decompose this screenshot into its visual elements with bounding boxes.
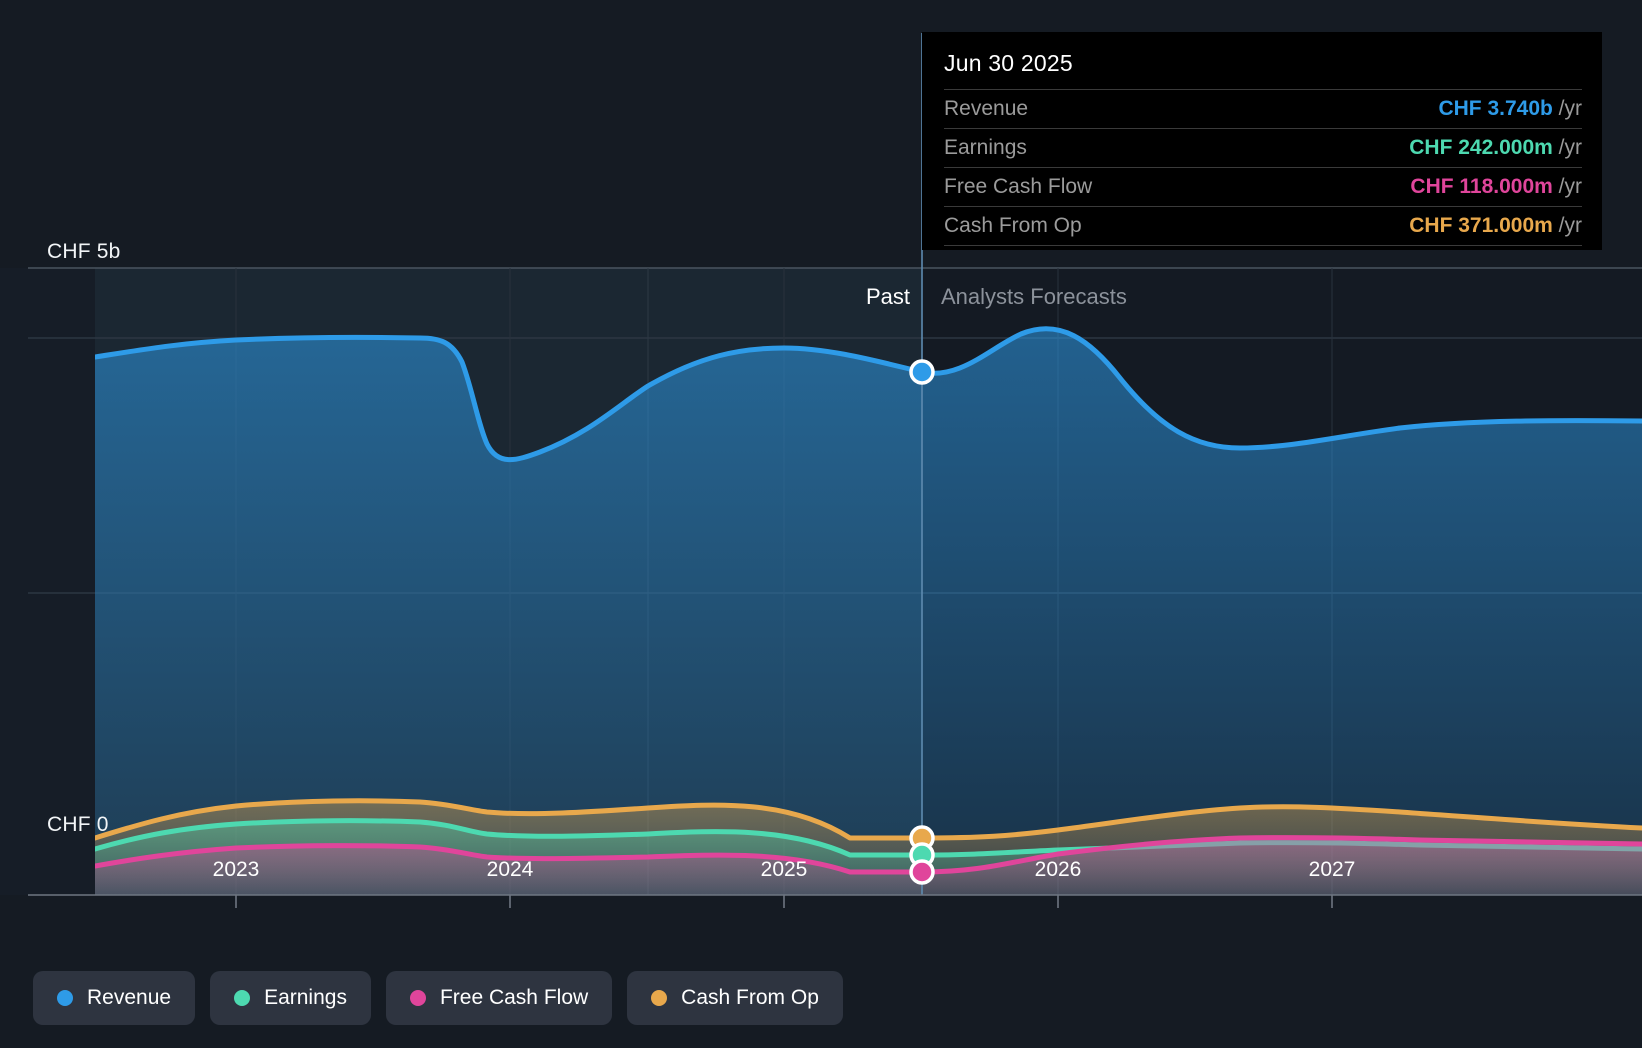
series-area-free-cash-flow <box>95 837 1642 895</box>
series-area-revenue <box>95 328 1642 895</box>
legend-dot-cash-from-op-icon <box>651 990 668 1006</box>
tooltip-unit-earnings: /yr <box>1558 136 1582 159</box>
series-line-revenue <box>95 326 1642 463</box>
tooltip-unit-free-cash-flow: /yr <box>1558 175 1582 198</box>
legend-label-free-cash-flow: Free Cash Flow <box>439 986 589 1009</box>
tooltip-label-cash-from-op: Cash From Op <box>944 214 1082 237</box>
marker-free-cash-flow <box>909 859 935 885</box>
legend-item-earnings[interactable]: Earnings <box>210 971 371 1025</box>
x-tick-label-2023: 2023 <box>212 858 260 881</box>
tooltip-label-free-cash-flow: Free Cash Flow <box>944 175 1093 198</box>
series-line-free-cash-flow <box>95 835 1642 875</box>
chart-legend: Revenue Earnings Free Cash Flow Cash Fro… <box>33 971 843 1025</box>
x-tick-label-2025: 2025 <box>760 858 808 881</box>
tooltip-value-free-cash-flow: CHF 118.000m /yr <box>1410 175 1582 199</box>
tooltip-row-earnings: Earnings CHF 242.000m /yr <box>944 128 1582 167</box>
legend-dot-free-cash-flow-icon <box>409 990 426 1006</box>
tooltip-row-free-cash-flow: Free Cash Flow CHF 118.000m /yr <box>944 167 1582 206</box>
tooltip-value-revenue: CHF 3.740b /yr <box>1438 97 1582 121</box>
tooltip-unit-revenue: /yr <box>1558 97 1582 120</box>
tooltip-amount-cash-from-op: CHF 371.000m <box>1409 214 1553 237</box>
x-tick-label-2024: 2024 <box>486 858 534 881</box>
legend-dot-revenue-icon <box>57 990 73 1006</box>
legend-item-cash-from-op[interactable]: Cash From Op <box>627 971 843 1025</box>
tooltip-unit-cash-from-op: /yr <box>1558 214 1582 237</box>
tooltip-title: Jun 30 2025 <box>944 50 1073 76</box>
legend-dot-earnings-icon <box>234 990 251 1006</box>
x-axis-ticks <box>235 895 1333 908</box>
tooltip-value-cash-from-op: CHF 371.000m /yr <box>1409 214 1582 238</box>
past-band-label: Past <box>865 284 910 309</box>
tooltip-amount-earnings: CHF 242.000m <box>1409 136 1553 159</box>
tooltip-label-earnings: Earnings <box>944 136 1027 159</box>
legend-item-revenue[interactable]: Revenue <box>33 971 196 1025</box>
legend-label-cash-from-op: Cash From Op <box>681 986 819 1009</box>
tooltip-amount-revenue: CHF 3.740b <box>1438 97 1553 120</box>
legend-item-free-cash-flow[interactable]: Free Cash Flow <box>385 971 613 1025</box>
x-tick-label-2027: 2027 <box>1308 858 1356 881</box>
tooltip-row-revenue: Revenue CHF 3.740b /yr <box>944 89 1582 128</box>
forecast-band-label: Analysts Forecasts <box>941 284 1127 309</box>
legend-label-revenue: Revenue <box>87 986 172 1009</box>
tooltip-amount-free-cash-flow: CHF 118.000m <box>1410 175 1553 198</box>
hover-tooltip: Jun 30 2025 Revenue CHF 3.740b /yr Earni… <box>922 32 1602 250</box>
marker-revenue <box>909 359 935 385</box>
tooltip-bottom-divider <box>944 245 1582 246</box>
tooltip-label-revenue: Revenue <box>944 97 1029 120</box>
tooltip-value-earnings: CHF 242.000m /yr <box>1409 136 1582 160</box>
legend-label-earnings: Earnings <box>264 986 347 1009</box>
series-line-cash-from-op <box>95 798 1642 841</box>
tooltip-row-cash-from-op: Cash From Op CHF 371.000m /yr <box>944 206 1582 245</box>
x-tick-label-2026: 2026 <box>1034 858 1082 881</box>
